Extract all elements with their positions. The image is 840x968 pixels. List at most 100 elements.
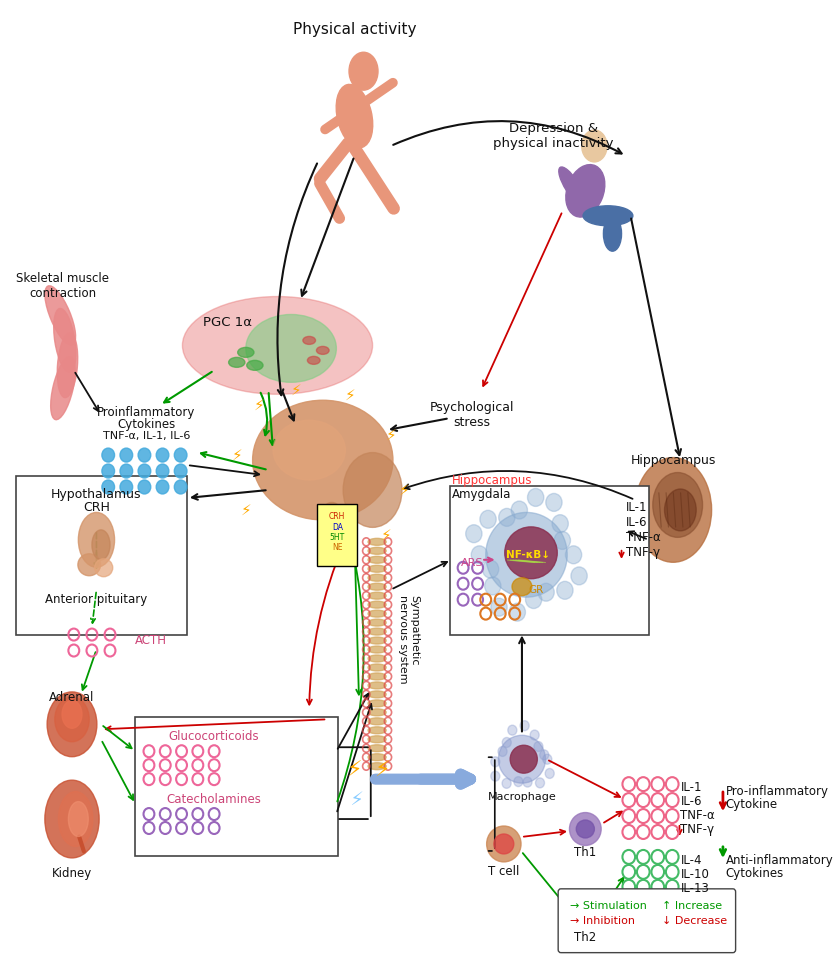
Circle shape	[498, 746, 507, 756]
Ellipse shape	[253, 400, 393, 520]
Ellipse shape	[368, 691, 386, 698]
Ellipse shape	[317, 347, 329, 354]
Ellipse shape	[368, 673, 386, 680]
Text: Sympathetic
nervous system: Sympathetic nervous system	[398, 595, 419, 683]
Text: CRH: CRH	[329, 512, 345, 522]
Circle shape	[102, 448, 114, 462]
Ellipse shape	[368, 557, 386, 563]
Circle shape	[557, 582, 573, 599]
Ellipse shape	[368, 547, 386, 555]
Circle shape	[538, 584, 554, 601]
Circle shape	[175, 480, 187, 494]
Text: NF-κB↓: NF-κB↓	[507, 550, 550, 560]
Ellipse shape	[368, 709, 386, 715]
Circle shape	[102, 464, 114, 478]
Ellipse shape	[92, 529, 110, 560]
Ellipse shape	[635, 458, 711, 562]
Text: Proinflammatory: Proinflammatory	[97, 406, 196, 419]
Circle shape	[523, 777, 532, 787]
Circle shape	[156, 480, 169, 494]
Ellipse shape	[368, 646, 386, 653]
Text: TNF-α: TNF-α	[680, 808, 715, 822]
Text: NE: NE	[332, 543, 343, 553]
Ellipse shape	[318, 502, 345, 547]
Circle shape	[480, 510, 496, 529]
Text: Cytokines: Cytokines	[726, 867, 784, 880]
Ellipse shape	[68, 802, 88, 836]
Ellipse shape	[486, 512, 567, 597]
Circle shape	[546, 494, 562, 511]
Ellipse shape	[368, 610, 386, 618]
Text: TNF-α: TNF-α	[626, 531, 661, 544]
Ellipse shape	[368, 754, 386, 761]
Circle shape	[175, 464, 187, 478]
Text: → Stimulation: → Stimulation	[570, 901, 647, 911]
FancyArrowPatch shape	[674, 493, 675, 528]
Text: Kidney: Kidney	[52, 867, 92, 880]
Circle shape	[520, 720, 529, 731]
Text: ↓ Decrease: ↓ Decrease	[662, 916, 727, 925]
Circle shape	[491, 598, 507, 617]
FancyArrowPatch shape	[659, 493, 661, 528]
Text: ⚡: ⚡	[231, 447, 242, 463]
Text: ⚡: ⚡	[399, 482, 410, 498]
Ellipse shape	[303, 337, 316, 345]
Ellipse shape	[653, 472, 702, 537]
FancyBboxPatch shape	[450, 486, 648, 635]
Ellipse shape	[368, 744, 386, 752]
Text: ↑ Increase: ↑ Increase	[662, 901, 722, 911]
Ellipse shape	[368, 736, 386, 742]
Ellipse shape	[247, 360, 263, 371]
Circle shape	[120, 464, 133, 478]
Text: Adrenal: Adrenal	[50, 691, 95, 704]
Ellipse shape	[50, 357, 76, 420]
Circle shape	[175, 448, 187, 462]
Ellipse shape	[368, 538, 386, 545]
FancyBboxPatch shape	[135, 717, 339, 856]
Text: Hippocampus: Hippocampus	[631, 454, 716, 467]
Ellipse shape	[566, 165, 605, 217]
Text: Depression &
physical inactivity: Depression & physical inactivity	[493, 122, 614, 150]
Text: Pro-inflammatory: Pro-inflammatory	[726, 785, 828, 798]
Text: ⚡: ⚡	[291, 382, 301, 398]
Text: TNF-γ: TNF-γ	[680, 823, 715, 835]
Circle shape	[514, 776, 522, 787]
Ellipse shape	[368, 637, 386, 644]
Text: Physical activity: Physical activity	[292, 22, 416, 37]
Ellipse shape	[78, 512, 114, 567]
FancyArrowPatch shape	[510, 560, 538, 562]
FancyArrowPatch shape	[513, 560, 540, 562]
Ellipse shape	[228, 357, 245, 367]
FancyArrowPatch shape	[666, 493, 669, 528]
Ellipse shape	[45, 780, 99, 858]
Ellipse shape	[494, 834, 514, 854]
Circle shape	[471, 546, 487, 563]
Ellipse shape	[582, 130, 607, 162]
Text: ACTH: ACTH	[135, 634, 167, 647]
FancyArrowPatch shape	[680, 493, 683, 528]
Circle shape	[120, 448, 133, 462]
Text: Amygdala: Amygdala	[452, 489, 512, 501]
Text: ⚡: ⚡	[347, 761, 362, 781]
Text: PGC 1α: PGC 1α	[203, 316, 252, 329]
Text: Anti-inflammatory: Anti-inflammatory	[726, 855, 833, 867]
Circle shape	[491, 757, 500, 767]
Text: Catecholamines: Catecholamines	[166, 793, 261, 805]
Text: Glucocorticoids: Glucocorticoids	[169, 730, 260, 742]
Ellipse shape	[47, 692, 97, 757]
Ellipse shape	[368, 700, 386, 707]
Ellipse shape	[182, 296, 373, 394]
FancyArrowPatch shape	[516, 560, 543, 562]
Text: CRH: CRH	[83, 501, 110, 514]
Circle shape	[156, 464, 169, 478]
Ellipse shape	[246, 315, 336, 382]
Ellipse shape	[510, 745, 538, 773]
Ellipse shape	[570, 812, 601, 845]
FancyBboxPatch shape	[318, 504, 357, 565]
Text: Psychological
stress: Psychological stress	[430, 401, 514, 429]
Text: GR: GR	[528, 585, 543, 594]
Text: Hypothalamus: Hypothalamus	[51, 489, 142, 501]
Text: TNF-α, IL-1, IL-6: TNF-α, IL-1, IL-6	[102, 431, 190, 441]
Text: IL-10: IL-10	[680, 868, 709, 882]
Ellipse shape	[664, 489, 696, 530]
